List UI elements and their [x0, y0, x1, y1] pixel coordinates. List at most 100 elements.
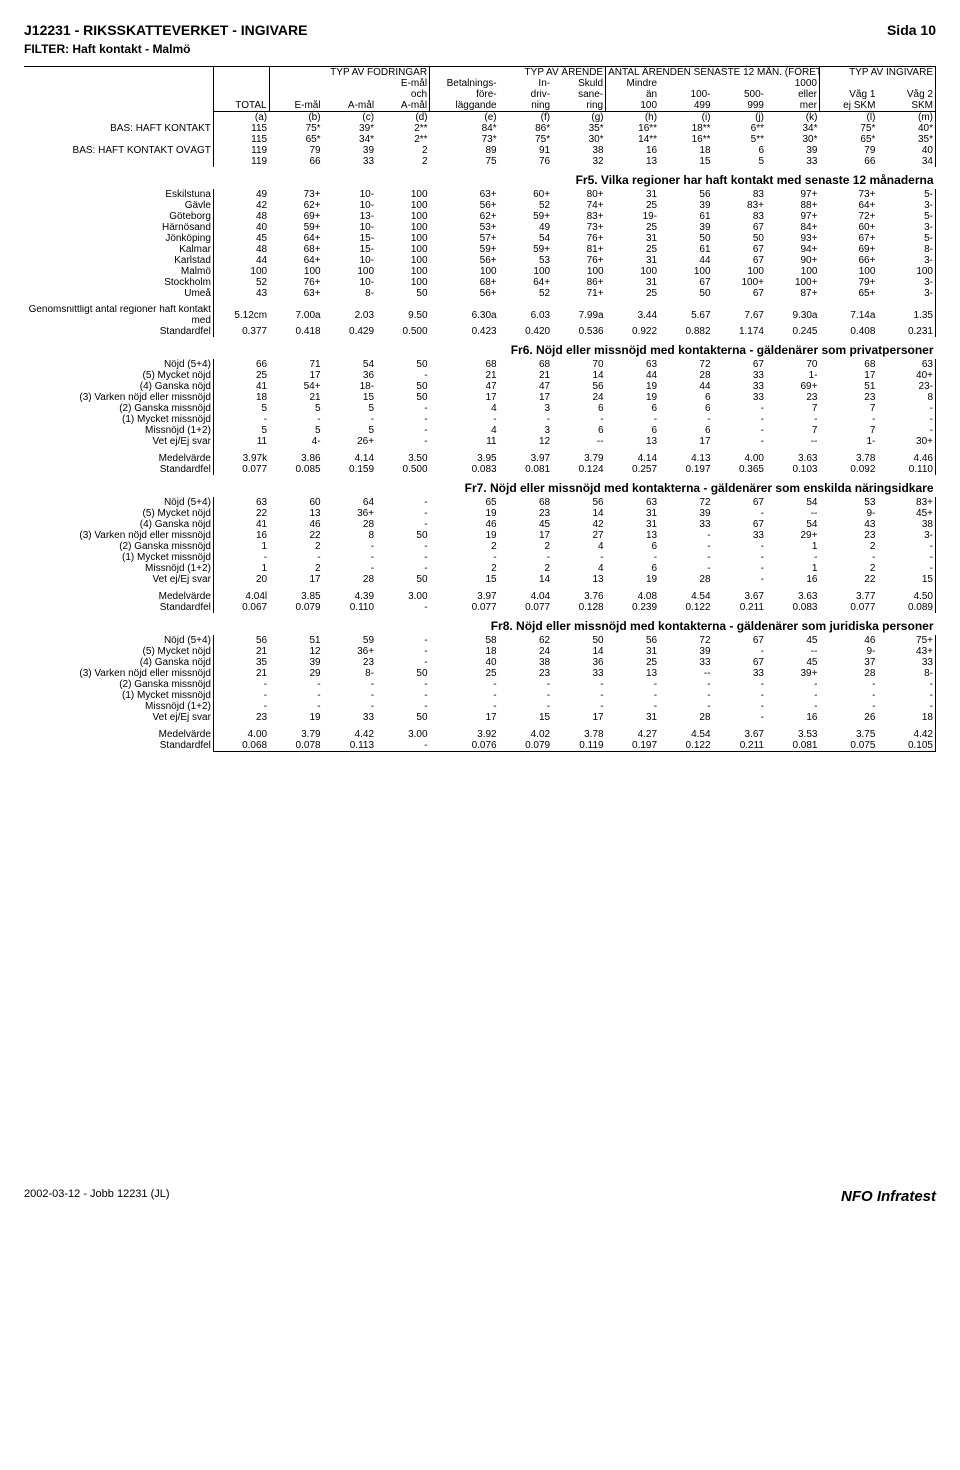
cell: - [819, 701, 877, 712]
cell: 0.500 [376, 326, 430, 337]
cell: - [376, 679, 430, 690]
cell: 59+ [499, 244, 552, 255]
cell: - [376, 740, 430, 752]
row-label: Vet ej/Ej svar [24, 436, 213, 447]
cell: 3.77 [819, 591, 877, 602]
cell: 48 [213, 244, 269, 255]
cell: 100 [659, 266, 712, 277]
cell: 22 [213, 508, 269, 519]
cell: 97+ [766, 189, 819, 200]
cell: 21 [430, 370, 499, 381]
table-row: (5) Mycket nöjd221336+-1923143139---9-45… [24, 508, 936, 519]
table-row: (4) Ganska nöjd414628-464542313367544338 [24, 519, 936, 530]
cell: 75* [819, 123, 877, 134]
cell: 33 [713, 530, 766, 541]
cell: 12 [269, 646, 322, 657]
cell: 0.078 [269, 740, 322, 752]
cell: - [713, 508, 766, 519]
cell: 87+ [766, 288, 819, 299]
cell: 4.14 [323, 453, 376, 464]
table-row: (4) Ganska nöjd353923-403836253367453733 [24, 657, 936, 668]
cell: 60+ [499, 189, 552, 200]
cell: 6.30a [430, 305, 499, 326]
cell: 119 [213, 156, 269, 167]
cell: 31 [606, 233, 659, 244]
cell: 50 [713, 233, 766, 244]
cell: 33 [713, 392, 766, 403]
cell: - [877, 541, 935, 552]
cell: 33 [323, 712, 376, 723]
cell: - [376, 690, 430, 701]
cell: -- [552, 436, 606, 447]
question-heading: Fr7. Nöjd eller missnöjd med kontakterna… [26, 481, 934, 495]
cell: 6 [552, 425, 606, 436]
cell: 53 [819, 497, 877, 508]
cell: 31 [606, 712, 659, 723]
cell: 19 [606, 381, 659, 392]
cell: 100 [213, 266, 269, 277]
cell: 4.54 [659, 729, 712, 740]
cell: - [713, 425, 766, 436]
cell: 68 [430, 359, 499, 370]
cell: 68 [499, 359, 552, 370]
cell: 3.67 [713, 591, 766, 602]
cell: 56 [213, 635, 269, 646]
cell: 0.068 [213, 740, 269, 752]
cell: 6.03 [499, 305, 552, 326]
cell: 23 [766, 392, 819, 403]
cell: 40+ [877, 370, 935, 381]
cell: 81+ [552, 244, 606, 255]
cell: - [213, 701, 269, 712]
cell: 14 [552, 370, 606, 381]
cell: 5.67 [659, 305, 712, 326]
cell: 54 [323, 359, 376, 370]
cell: 3 [499, 403, 552, 414]
row-label: Nöjd (5+4) [24, 497, 213, 508]
table-row: (1) Mycket missnöjd------------- [24, 690, 936, 701]
cell: 31 [606, 646, 659, 657]
cell: 65 [430, 497, 499, 508]
cell: 19 [269, 712, 322, 723]
cell: 0.211 [713, 602, 766, 613]
cell: - [877, 425, 935, 436]
cell: 45 [766, 635, 819, 646]
cell: 49 [213, 189, 269, 200]
cell: 4.08 [606, 591, 659, 602]
cell: 3.50 [376, 453, 430, 464]
row-label: Eskilstuna [24, 189, 213, 200]
cell: 62+ [430, 211, 499, 222]
cell: 53+ [430, 222, 499, 233]
cell: - [323, 414, 376, 425]
cell: 8- [323, 288, 376, 299]
cell: 46 [430, 519, 499, 530]
cell: 3- [877, 530, 935, 541]
cell: 35* [877, 134, 935, 145]
cell: 26 [819, 712, 877, 723]
sub-header-top: E-mål Betalnings-In-Skuld Mindre1000 [24, 78, 936, 89]
row-label: Medelvärde [24, 591, 213, 602]
cell: 0.159 [323, 464, 376, 475]
cell: 68 [819, 359, 877, 370]
cell: - [606, 552, 659, 563]
cell: 44 [606, 370, 659, 381]
cell: 67+ [819, 233, 877, 244]
cell: - [659, 679, 712, 690]
table-row: Nöjd (5+4)565159-586250567267454675+ [24, 635, 936, 646]
cell: 33 [766, 156, 819, 167]
table-row: (3) Varken nöjd eller missnöjd1821155017… [24, 392, 936, 403]
cell: 6 [606, 425, 659, 436]
table-row: Medelvärde3.97k3.864.143.503.953.973.794… [24, 453, 936, 464]
cell: 3.79 [552, 453, 606, 464]
cell: 6 [659, 392, 712, 403]
cell: 56+ [430, 200, 499, 211]
cell: 68+ [430, 277, 499, 288]
cell: 3.97k [213, 453, 269, 464]
cell: 100 [376, 189, 430, 200]
cell: 26+ [323, 436, 376, 447]
cell: 42 [213, 200, 269, 211]
row-label: Umeå [24, 288, 213, 299]
cell: 83+ [713, 200, 766, 211]
cell: 1- [819, 436, 877, 447]
cell: - [713, 574, 766, 585]
row-label: Nöjd (5+4) [24, 635, 213, 646]
